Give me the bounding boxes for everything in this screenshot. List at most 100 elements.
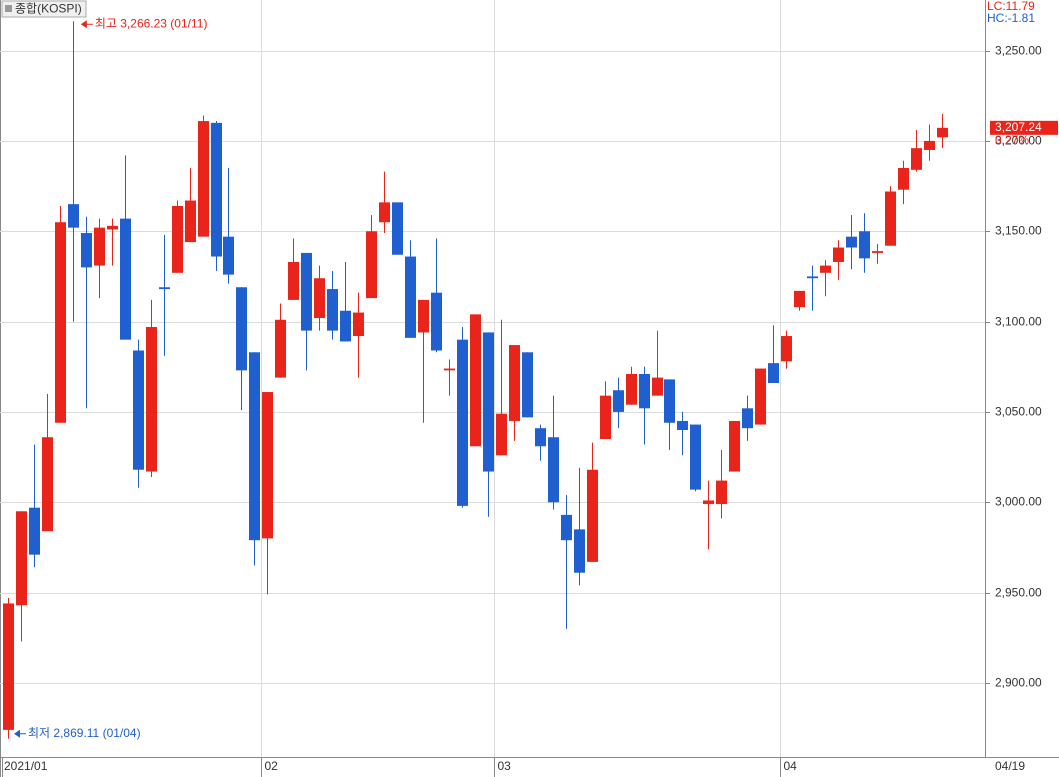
candle-body bbox=[794, 290, 805, 308]
candle-body bbox=[133, 350, 144, 470]
candle-body bbox=[301, 252, 312, 331]
candle-body bbox=[94, 227, 105, 266]
y-tick-label: 3,250.00 bbox=[995, 44, 1042, 58]
candle-body bbox=[885, 191, 896, 246]
candle-body bbox=[911, 148, 922, 170]
candle-body bbox=[457, 339, 468, 506]
candle-body bbox=[366, 231, 377, 299]
candle-body bbox=[846, 236, 857, 248]
candle-body bbox=[353, 312, 364, 337]
y-tick-label: 3,100.00 bbox=[995, 315, 1042, 329]
candle-body bbox=[820, 265, 831, 273]
candle-body bbox=[42, 437, 53, 532]
candle-body bbox=[898, 168, 909, 190]
candle-body bbox=[859, 231, 870, 259]
candle-body bbox=[3, 603, 14, 730]
candle-body bbox=[172, 205, 183, 273]
candle-body bbox=[107, 225, 118, 230]
candle-body bbox=[496, 413, 507, 456]
candle-body bbox=[742, 408, 753, 429]
candle-body bbox=[223, 236, 234, 275]
candle-body bbox=[275, 319, 286, 378]
change-label: 0.27% bbox=[995, 133, 1029, 147]
candle-body bbox=[833, 247, 844, 262]
high-arrow bbox=[80, 20, 87, 29]
candle-body bbox=[755, 368, 766, 425]
candle-body bbox=[29, 507, 40, 555]
hc-label: HC:-1.81 bbox=[987, 11, 1035, 25]
y-tick-label: 3,150.00 bbox=[995, 224, 1042, 238]
candle-body bbox=[68, 204, 79, 228]
candle-body bbox=[392, 202, 403, 255]
x-tick-label: 04 bbox=[784, 759, 798, 773]
candle-body bbox=[236, 287, 247, 371]
candle-body bbox=[470, 314, 481, 447]
candle-body bbox=[405, 256, 416, 338]
candle-body bbox=[729, 420, 740, 472]
candle-body bbox=[314, 278, 325, 318]
candle-body bbox=[146, 327, 157, 472]
candle-body bbox=[807, 276, 818, 279]
candle-body bbox=[561, 514, 572, 541]
candle-body bbox=[444, 368, 455, 371]
candle-body bbox=[716, 480, 727, 505]
candle-body bbox=[768, 363, 779, 384]
candle-body bbox=[159, 287, 170, 290]
candle-body bbox=[483, 332, 494, 472]
candle-body bbox=[652, 377, 663, 396]
candle-body bbox=[55, 222, 66, 423]
candle-body bbox=[327, 289, 338, 331]
candle-body bbox=[690, 424, 701, 490]
candle-body bbox=[120, 218, 131, 340]
candle-body bbox=[574, 529, 585, 573]
candle-body bbox=[535, 428, 546, 447]
candle-body bbox=[703, 500, 714, 505]
low-annotation: 최저 2,869.11 (01/04) bbox=[28, 726, 141, 740]
candle-body bbox=[924, 140, 935, 150]
y-tick-label: 2,950.00 bbox=[995, 586, 1042, 600]
x-tick-label: 03 bbox=[498, 759, 512, 773]
candle-body bbox=[211, 122, 222, 257]
candle-body bbox=[872, 251, 883, 253]
last-date: 04/19 bbox=[995, 759, 1025, 773]
last-price-box bbox=[990, 120, 1058, 135]
y-tick-label: 3,050.00 bbox=[995, 405, 1042, 419]
candle-body bbox=[249, 352, 260, 541]
candle-body bbox=[81, 233, 92, 268]
last-price-label: 3,207.24 bbox=[995, 120, 1042, 134]
candle-body bbox=[16, 511, 27, 606]
candle-body bbox=[781, 336, 792, 362]
chart-title: 종합(KOSPI) bbox=[15, 2, 82, 16]
lc-label: LC:11.79 bbox=[987, 0, 1035, 13]
candle-body bbox=[639, 373, 650, 409]
y-tick-label: 2,900.00 bbox=[995, 676, 1042, 690]
candle-body bbox=[509, 345, 520, 421]
title-box: 종합(KOSPI) bbox=[1, 0, 87, 18]
candle-body bbox=[379, 202, 390, 223]
y-tick-label: 3,200.00 bbox=[995, 134, 1042, 148]
candle-body bbox=[262, 392, 273, 539]
candle-body bbox=[340, 310, 351, 342]
candle-body bbox=[522, 352, 533, 418]
candle-body bbox=[664, 379, 675, 423]
candle-body bbox=[185, 200, 196, 243]
title-frame bbox=[1, 0, 87, 18]
candle-body bbox=[626, 373, 637, 405]
high-annotation: 최고 3,266.23 (01/11) bbox=[95, 16, 208, 30]
candle-body bbox=[600, 395, 611, 440]
y-tick-label: 3,000.00 bbox=[995, 495, 1042, 509]
low-arrow bbox=[14, 729, 20, 738]
x-tick-label: 2021/01 bbox=[4, 759, 48, 773]
title-icon bbox=[5, 5, 12, 12]
candle-body bbox=[677, 420, 688, 430]
candle-body bbox=[418, 299, 429, 333]
candle-body bbox=[431, 292, 442, 351]
candle-body bbox=[613, 390, 624, 412]
candle-body bbox=[548, 437, 559, 503]
candle-body bbox=[198, 121, 209, 237]
candle-body bbox=[587, 469, 598, 562]
candle-body bbox=[288, 261, 299, 300]
x-tick-label: 02 bbox=[265, 759, 279, 773]
candle-body bbox=[937, 127, 948, 138]
